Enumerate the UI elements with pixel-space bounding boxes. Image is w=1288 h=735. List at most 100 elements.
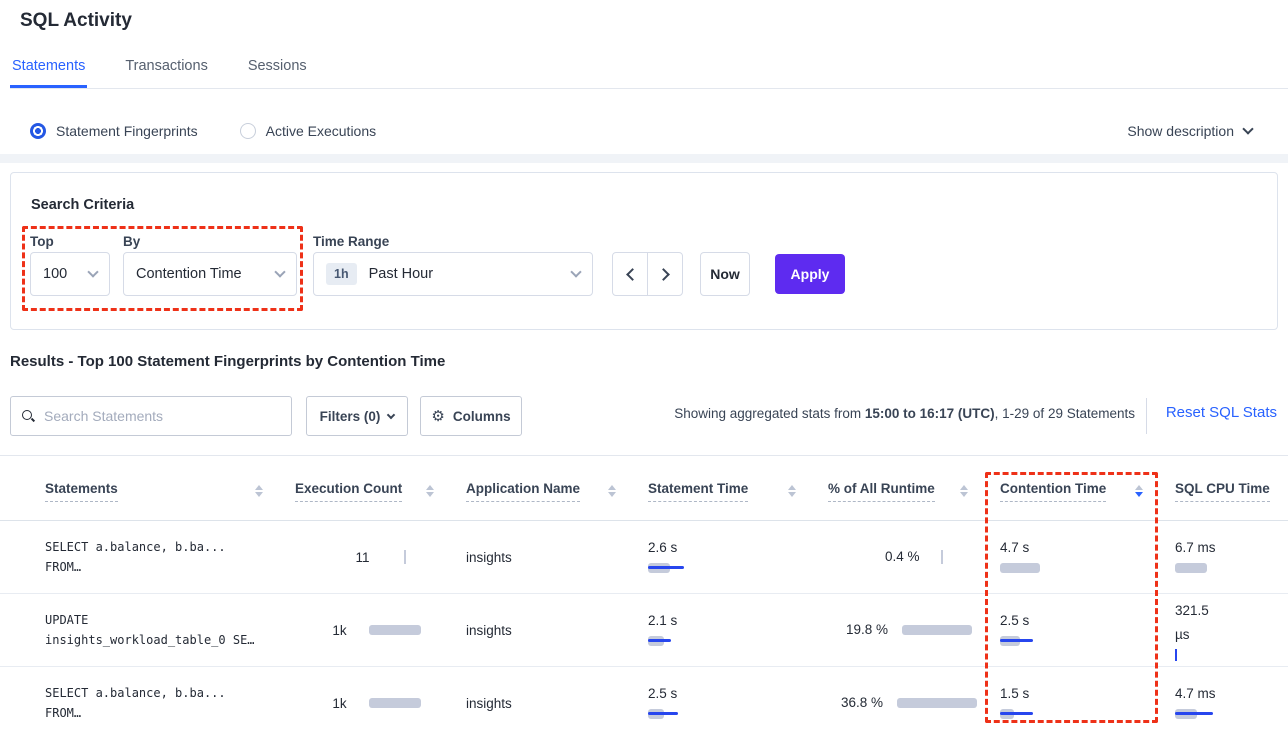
contention-time-bar [1000, 707, 1175, 721]
chevron-down-icon [274, 266, 286, 278]
show-description-toggle[interactable]: Show description [1127, 108, 1254, 154]
top-field-label: Top [30, 234, 54, 249]
by-select-value: Contention Time [136, 266, 242, 282]
page-title: SQL Activity [20, 10, 132, 31]
sort-icon[interactable] [608, 485, 616, 497]
tab-sessions[interactable]: Sessions [247, 58, 307, 74]
statement-link[interactable]: UPDATE insights_workload_table_0 SE… [45, 613, 255, 647]
col-header-pct-all-runtime[interactable]: % of All Runtime [828, 456, 1000, 520]
application-name-cell: insights [466, 549, 512, 565]
execution-count-cell: 11 [295, 521, 466, 593]
contention-time-cell: 4.7 s [1000, 521, 1175, 593]
by-select[interactable]: Contention Time [123, 252, 297, 296]
showing-stats-text: Showing aggregated stats from 15:00 to 1… [674, 406, 1135, 421]
col-header-sql-cpu-time[interactable]: SQL CPU Time [1175, 456, 1288, 520]
radio-unselected-icon [239, 123, 256, 139]
table-row: SELECT a.balance, b.ba... FROM… 1k insigh… [0, 667, 1288, 735]
execution-count-bar [368, 696, 429, 710]
chevron-down-icon [87, 266, 99, 278]
execution-count-bar [368, 623, 429, 637]
statement-link[interactable]: SELECT a.balance, b.ba... FROM… [45, 540, 226, 574]
radio-selected-icon [30, 123, 46, 139]
time-range-value: Past Hour [368, 266, 434, 282]
sql-cpu-time-cell: 4.7 ms [1175, 667, 1288, 735]
view-toggle-strip: Statement Fingerprints Active Executions… [0, 108, 1288, 163]
divider [1146, 398, 1147, 434]
search-icon [21, 409, 35, 423]
pct-runtime-bar [902, 623, 982, 637]
search-statements-input[interactable] [44, 408, 281, 424]
sort-icon[interactable] [255, 485, 263, 497]
sql-cpu-time-cell: 321.5 µs [1175, 594, 1288, 666]
statement-time-cell: 2.5 s [648, 667, 828, 735]
search-criteria-heading: Search Criteria [31, 197, 135, 213]
by-field-label: By [123, 234, 141, 249]
statement-link[interactable]: SELECT a.balance, b.ba... FROM… [45, 686, 226, 720]
columns-button-label: Columns [452, 408, 511, 424]
reset-sql-stats-link[interactable]: Reset SQL Stats [1165, 404, 1277, 421]
apply-button[interactable]: Apply [775, 254, 845, 294]
now-button[interactable]: Now [700, 252, 750, 296]
sql-cpu-time-bar [1175, 561, 1288, 575]
search-criteria-card: Search Criteria [10, 172, 1278, 330]
time-range-select[interactable]: 1h Past Hour [313, 252, 593, 296]
time-range-badge: 1h [326, 263, 357, 285]
statement-time-bar [648, 634, 828, 648]
pct-runtime-bar [897, 696, 987, 710]
col-header-application-name[interactable]: Application Name [466, 456, 648, 520]
execution-count-bar [403, 550, 406, 564]
columns-button[interactable]: ⚙ Columns [420, 396, 522, 436]
sort-icon[interactable] [960, 485, 968, 497]
sql-cpu-time-cell: 6.7 ms [1175, 521, 1288, 593]
statement-time-bar [648, 561, 828, 575]
chevron-down-icon [387, 410, 396, 420]
statements-table: Statements Execution Count Application N… [0, 455, 1288, 735]
execution-count-cell: 1k [295, 594, 466, 666]
radio-statement-fingerprints[interactable]: Statement Fingerprints [30, 123, 198, 139]
application-name-cell: insights [466, 695, 512, 711]
col-header-statement-time[interactable]: Statement Time [648, 456, 828, 520]
top-select-value: 100 [43, 266, 68, 282]
table-row: UPDATE insights_workload_table_0 SE… 1k i… [0, 594, 1288, 667]
pct-runtime-cell: 36.8 % [828, 667, 1000, 735]
gear-icon: ⚙ [431, 408, 445, 425]
sort-icon-active[interactable] [1135, 485, 1143, 497]
pct-runtime-bar [941, 550, 943, 564]
tab-transactions[interactable]: Transactions [125, 58, 208, 74]
radio-label: Statement Fingerprints [56, 123, 198, 139]
contention-time-bar [1000, 561, 1175, 575]
pct-runtime-cell: 0.4 % [828, 521, 1000, 593]
col-header-execution-count[interactable]: Execution Count [295, 456, 466, 520]
execution-count-cell: 1k [295, 667, 466, 735]
table-row: SELECT a.balance, b.ba... FROM… 11 insigh… [0, 521, 1288, 594]
apply-button-label: Apply [790, 266, 830, 282]
radio-label: Active Executions [265, 123, 377, 139]
radio-active-executions[interactable]: Active Executions [239, 123, 377, 139]
chevron-down-icon [570, 266, 582, 278]
show-description-label: Show description [1127, 123, 1234, 139]
contention-time-cell: 1.5 s [1000, 667, 1175, 735]
pct-runtime-cell: 19.8 % [828, 594, 1000, 666]
statement-time-cell: 2.1 s [648, 594, 828, 666]
chevron-down-icon [1242, 123, 1254, 135]
search-statements-field [10, 396, 292, 436]
time-prev-button[interactable] [612, 252, 648, 296]
sql-cpu-time-bar [1175, 649, 1177, 661]
chevron-left-icon [625, 267, 639, 281]
sql-cpu-time-bar [1175, 707, 1288, 721]
tab-statements[interactable]: Statements [10, 58, 88, 88]
contention-time-bar [1000, 634, 1175, 648]
sort-icon[interactable] [426, 485, 434, 497]
col-header-statements[interactable]: Statements [0, 456, 295, 520]
time-next-button[interactable] [647, 252, 683, 296]
now-button-label: Now [710, 266, 740, 282]
top-select[interactable]: 100 [30, 252, 110, 296]
statement-time-bar [648, 707, 828, 721]
sort-icon[interactable] [788, 485, 796, 497]
tab-bar: Statements Transactions Sessions [10, 58, 1288, 89]
col-header-contention-time[interactable]: Contention Time [1000, 456, 1175, 520]
chevron-right-icon [656, 267, 670, 281]
results-heading: Results - Top 100 Statement Fingerprints… [10, 353, 446, 370]
filters-button[interactable]: Filters (0) [306, 396, 408, 436]
